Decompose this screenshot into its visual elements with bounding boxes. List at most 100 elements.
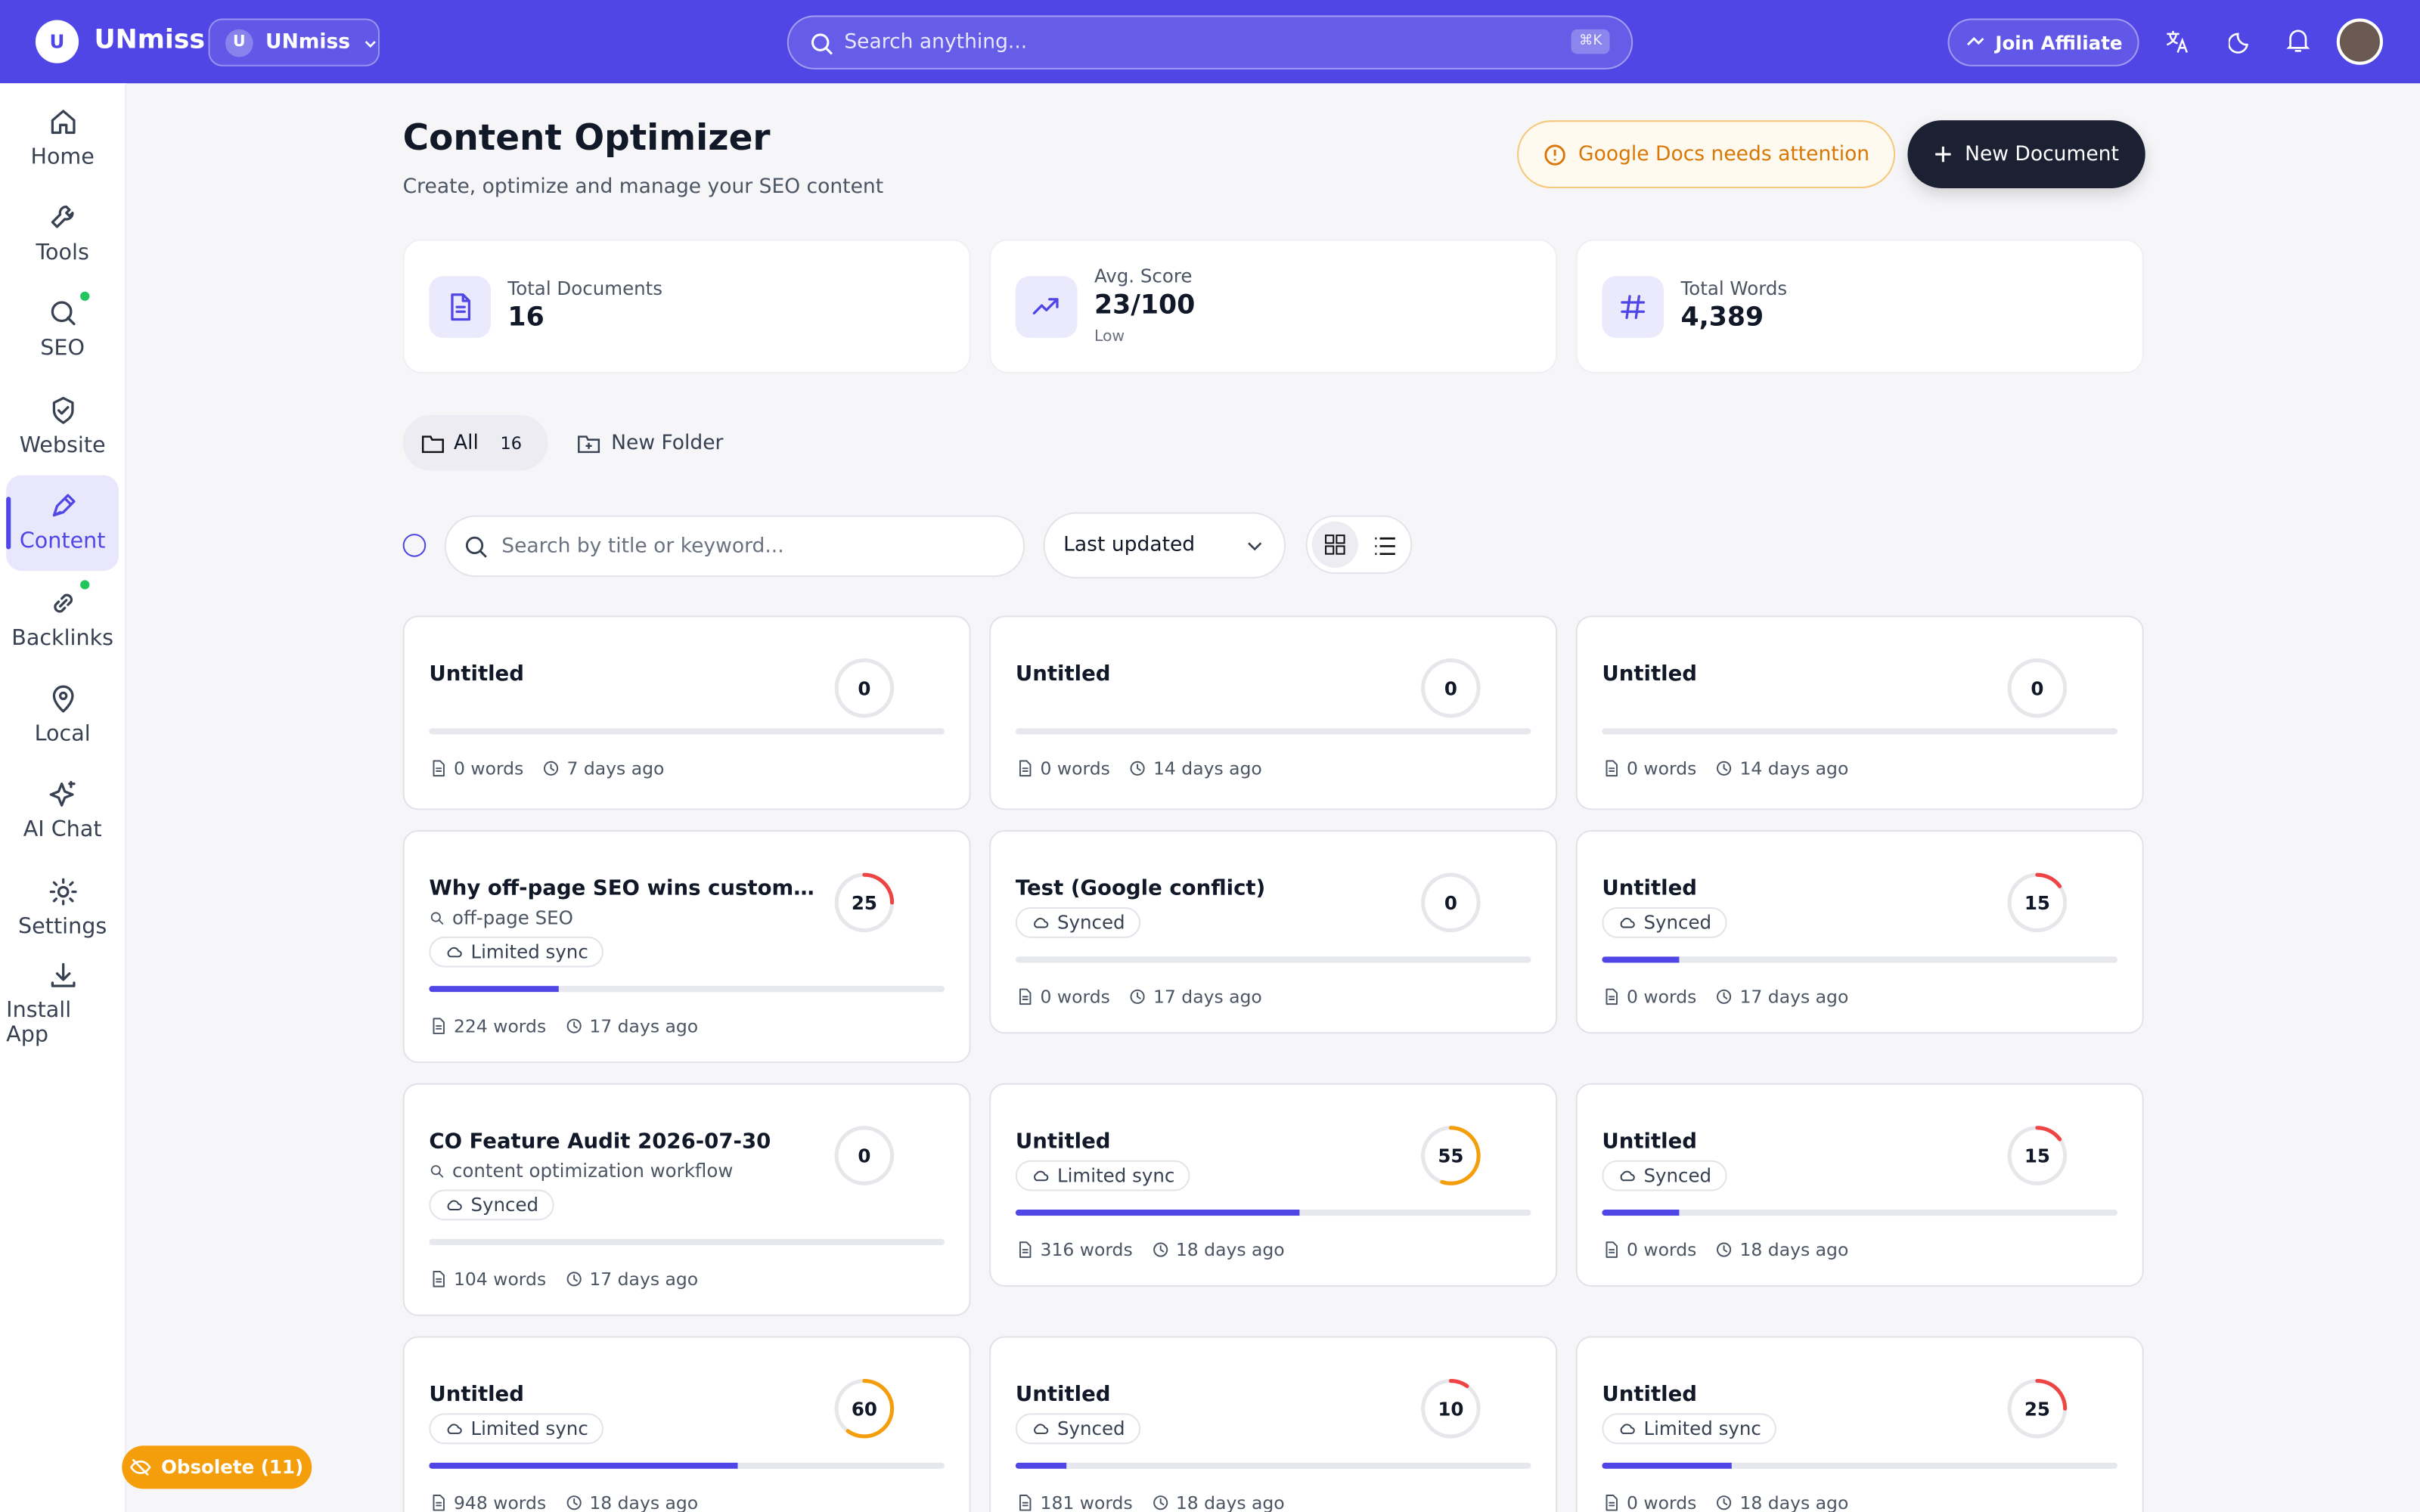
document-card[interactable]: Untitled 0 words 14 days ago 0 (1575, 615, 2144, 810)
obsolete-badge[interactable]: Obsolete (11) (122, 1445, 312, 1489)
nav-item[interactable]: Tools (6, 186, 119, 282)
updated: 14 days ago (1715, 758, 1848, 779)
nav-item[interactable]: Website (6, 378, 119, 474)
icon (1606, 988, 1618, 1005)
icon (447, 1200, 462, 1210)
icon-path (1019, 988, 1032, 1005)
score-text: 0 (2031, 677, 2043, 699)
word-text: 104 words (453, 1268, 547, 1290)
document-card[interactable]: Untitled 0 words 7 days ago 0 (402, 615, 971, 810)
sync-chip: Limited sync (1015, 1160, 1190, 1191)
icon (51, 685, 73, 713)
progress-track (429, 728, 945, 735)
document-card[interactable]: Untitled Limited sync 0 words 18 days ago 25 (1575, 1336, 2144, 1512)
document-card[interactable]: Untitled Limited sync 316 words 18 days ago… (989, 1083, 1558, 1287)
nav-item[interactable]: AI Chat (6, 764, 119, 860)
theme-icon[interactable] (2228, 29, 2254, 54)
grid-view[interactable] (1311, 521, 1358, 569)
document-card[interactable]: Untitled 0 words 14 days ago 0 (989, 615, 1558, 810)
document-title: Untitled (429, 1383, 524, 1406)
document-card[interactable]: Test (Google conflict) Synced 0 words 17 da… (989, 829, 1558, 1034)
icon (1717, 1495, 1732, 1510)
ring-arc (1421, 658, 1481, 718)
folder-all[interactable]: All 16 (402, 414, 548, 471)
document-card[interactable]: Why off-page SEO wins customers in... off… (402, 829, 971, 1064)
nav-label: AI Chat (23, 818, 102, 843)
progress-track (429, 986, 945, 993)
select-all[interactable] (402, 534, 427, 557)
new-document-button[interactable]: New Document (1907, 120, 2145, 188)
document-card[interactable]: Untitled Synced 181 words 18 days ago 10 (989, 1336, 1558, 1512)
nav-item[interactable]: Backlinks (6, 571, 119, 667)
workspace-switcher[interactable]: U UNmiss (208, 18, 380, 67)
word-count: 0 words (429, 758, 523, 779)
nav-item[interactable]: Local (6, 667, 119, 763)
icon (1606, 760, 1618, 777)
word-text: 0 words (1627, 986, 1697, 1008)
new-folder[interactable]: New Folder (577, 415, 723, 470)
alert-icon (1544, 144, 1565, 165)
score-ring: 10 (1421, 1378, 1481, 1439)
icon-path (1034, 1424, 1049, 1434)
document-card[interactable]: Untitled Synced 0 words 17 days ago 15 (1575, 829, 2144, 1034)
chevron (365, 40, 376, 48)
progress-fill (1015, 1209, 1299, 1216)
sync-chip: Limited sync (1602, 1413, 1777, 1445)
icon-path (1717, 761, 1732, 776)
word-count: 316 words (1016, 1239, 1133, 1260)
icon-path (48, 877, 76, 905)
list-view[interactable] (1373, 535, 1395, 557)
icon-path (1019, 1241, 1032, 1258)
nav-label: Content (19, 529, 106, 554)
translate-icon[interactable] (2165, 29, 2190, 54)
document-card[interactable]: Untitled Synced 0 words 18 days ago 15 (1575, 1083, 2144, 1287)
document-search[interactable]: Search by title or keyword... (444, 515, 1025, 578)
document-card[interactable]: Untitled Limited sync 948 words 18 days ago… (402, 1336, 971, 1512)
progress-track (1602, 728, 2118, 735)
document-title: Untitled (1602, 663, 1698, 686)
icon-path (1034, 918, 1049, 928)
keyword-text: off-page SEO (451, 906, 573, 929)
notifications-icon[interactable] (2285, 28, 2310, 54)
icon-path (1606, 760, 1618, 777)
sync-chip: Limited sync (429, 1413, 604, 1445)
ring-arc (834, 1126, 895, 1185)
sync-text: Limited sync (470, 1418, 588, 1440)
avatar[interactable] (2336, 18, 2384, 65)
nav-item[interactable]: Install App (6, 956, 119, 1052)
nav-item[interactable]: Home (6, 89, 119, 185)
icon-path (1153, 1242, 1168, 1257)
updated-text: 18 days ago (1175, 1238, 1285, 1261)
document-card[interactable]: CO Feature Audit 2026-07-30 content optim… (402, 1083, 971, 1316)
nav-item[interactable]: Content (6, 474, 119, 571)
progress-track (429, 1462, 945, 1469)
score-text: 10 (1438, 1398, 1463, 1420)
progress-fill (1602, 1209, 1680, 1216)
docs-alert[interactable]: Google Docs needs attention (1517, 120, 1896, 188)
icon (1019, 1241, 1032, 1258)
updated: 17 days ago (1715, 986, 1848, 1008)
ring-arc (834, 658, 895, 718)
icon-path (1717, 1495, 1732, 1510)
updated-text: 17 days ago (589, 1268, 699, 1290)
icon (430, 1164, 444, 1177)
score-text: 15 (2024, 892, 2050, 914)
updated-text: 18 days ago (589, 1492, 699, 1512)
join-affiliate[interactable]: Join Affiliate (1947, 18, 2139, 67)
nav-item[interactable]: SEO (6, 282, 119, 378)
sort-select[interactable]: Last updated (1043, 512, 1286, 579)
icon-path (50, 963, 75, 987)
plus-icon (1935, 146, 1951, 163)
keyword-text: content optimization workflow (451, 1160, 734, 1182)
nav-dot (80, 291, 90, 301)
word-count: 224 words (429, 1015, 546, 1036)
progress-track (1015, 956, 1531, 963)
global-search[interactable]: Search anything... ⌘K (786, 15, 1634, 70)
icon (1620, 918, 1635, 928)
stat-value: 23/100 (1094, 290, 1196, 321)
document-title: Untitled (1602, 878, 1698, 900)
logo[interactable]: U (35, 20, 79, 64)
updated: 17 days ago (565, 1269, 698, 1290)
document-title: CO Feature Audit 2026-07-30 (429, 1130, 771, 1153)
nav-item[interactable]: Settings (6, 860, 119, 956)
